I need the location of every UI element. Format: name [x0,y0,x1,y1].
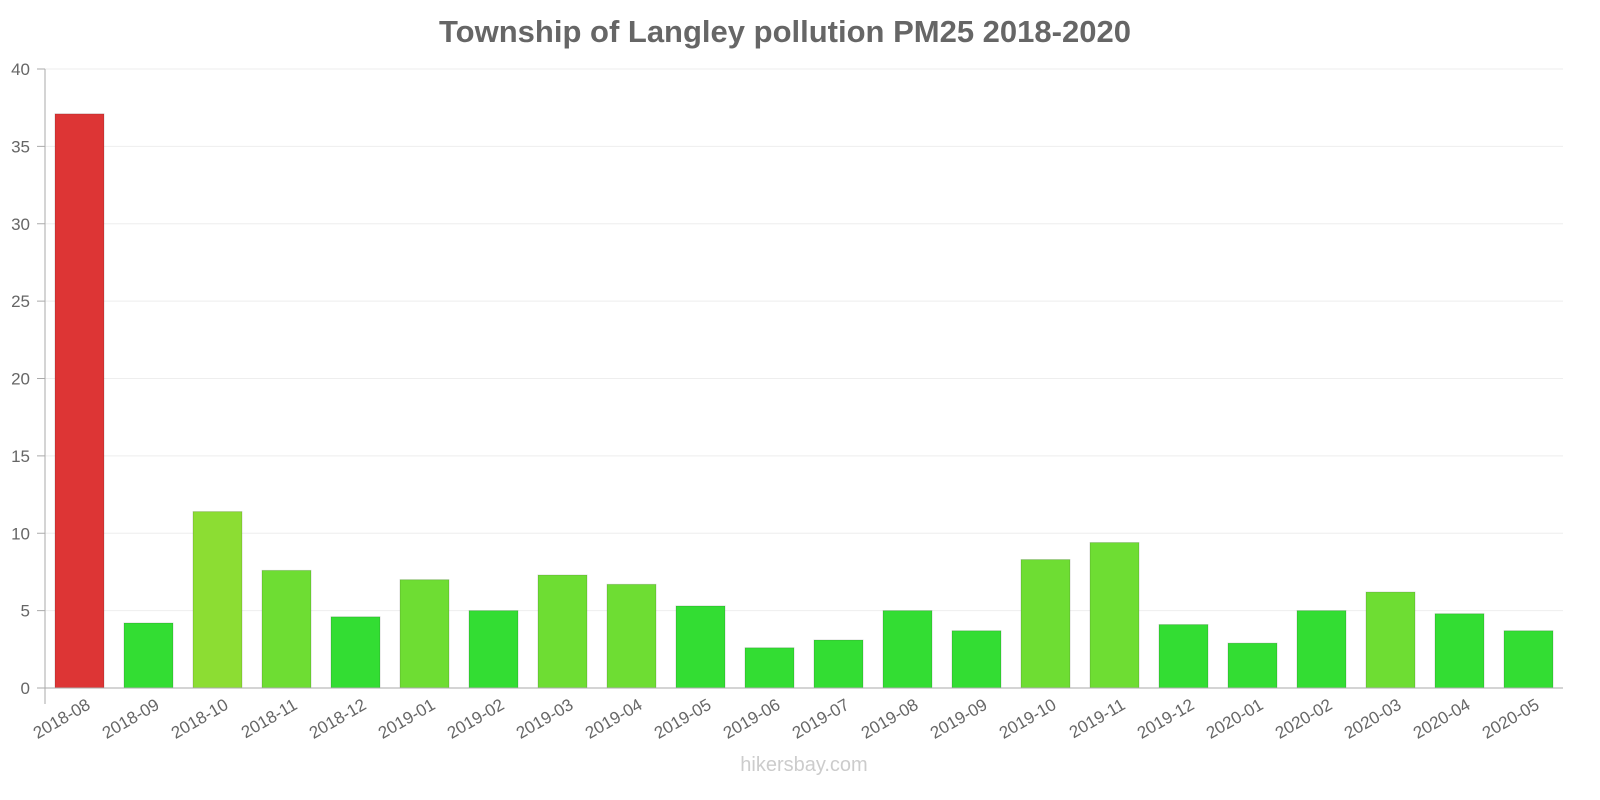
y-tick-label: 35 [11,137,30,156]
bar-2019-04 [606,583,657,689]
x-tick-label: 2019-04 [582,695,646,743]
x-tick-label: 2020-03 [1341,695,1405,743]
bar-2019-03 [537,574,588,689]
x-tick-label: 2019-08 [858,695,922,743]
y-tick-label: 25 [11,292,30,311]
bar-2018-08 [54,113,105,689]
x-tick-label: 2019-06 [720,695,784,743]
x-tick-label: 2019-03 [513,695,577,743]
y-tick-label: 10 [11,524,30,543]
y-tick-label: 30 [11,215,30,234]
bar-2019-02 [468,610,519,689]
x-tick-label: 2018-12 [306,695,370,743]
x-tick-label: 2019-10 [996,695,1060,743]
bar-2019-08 [882,610,933,689]
x-tick-label: 2018-09 [99,695,163,743]
bar-2020-04 [1434,613,1485,689]
y-tick-label: 5 [21,602,30,621]
x-tick-label: 2018-10 [168,695,232,743]
bar-2019-06 [744,647,795,689]
bar-2018-11 [261,569,312,689]
x-tick-label: 2019-02 [444,695,508,743]
x-tick-label: 2020-02 [1272,695,1336,743]
bar-2019-09 [951,630,1002,689]
x-tick-label: 2019-09 [927,695,991,743]
bar-2020-05 [1503,630,1554,689]
bar-2019-07 [813,639,864,689]
bar-2019-01 [399,579,450,689]
bar-2018-12 [330,616,381,689]
bar-2018-10 [192,511,243,689]
bar-2019-11 [1089,542,1140,689]
x-tick-label: 2019-05 [651,695,715,743]
x-tick-label: 2019-11 [1066,695,1128,742]
x-tick-label: 2019-01 [375,695,439,743]
bar-2020-03 [1365,591,1416,689]
chart-title: Township of Langley pollution PM25 2018-… [439,14,1131,49]
y-tick-label: 15 [11,447,30,466]
x-tick-label: 2019-12 [1134,695,1198,743]
bar-2019-05 [675,605,726,689]
y-tick-label: 20 [11,370,30,389]
bar-2018-09 [123,622,174,689]
y-tick-label: 0 [21,679,30,698]
y-tick-label: 40 [11,60,30,79]
x-tick-label: 2020-04 [1410,695,1474,743]
bar-2019-10 [1020,559,1071,689]
x-tick-label: 2019-07 [789,695,853,743]
x-tick-label: 2020-01 [1203,695,1267,743]
x-tick-label: 2018-11 [238,695,300,742]
bar-2020-01 [1227,642,1278,689]
x-tick-label: 2018-08 [30,695,94,743]
watermark: hikersbay.com [740,754,868,776]
bar-2020-02 [1296,610,1347,689]
x-tick-label: 2020-05 [1479,695,1543,743]
bar-2019-12 [1158,624,1209,689]
